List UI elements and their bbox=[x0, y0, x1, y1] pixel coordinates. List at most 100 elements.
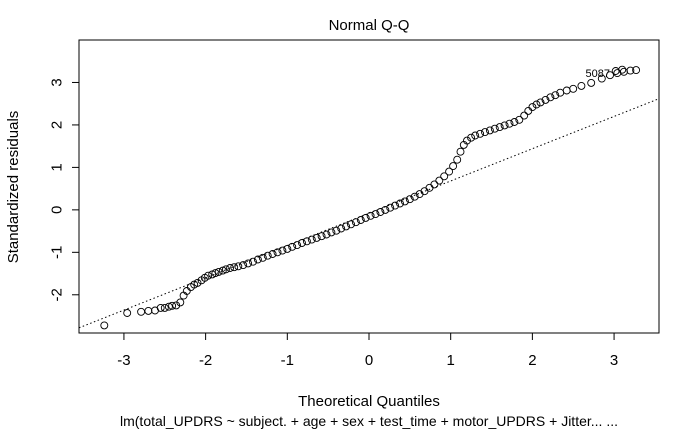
qq-point bbox=[288, 242, 297, 251]
qq-point bbox=[510, 118, 519, 126]
qq-point bbox=[160, 303, 169, 312]
qq-point bbox=[541, 95, 550, 104]
y-tick-label: 2 bbox=[49, 121, 66, 129]
qq-point bbox=[597, 74, 606, 83]
qq-point bbox=[425, 183, 434, 192]
qq-point bbox=[278, 246, 287, 255]
qq-point bbox=[332, 226, 341, 235]
qq-point bbox=[366, 211, 375, 220]
qq-point bbox=[253, 255, 262, 264]
qq-point bbox=[100, 321, 109, 330]
qq-point bbox=[391, 201, 400, 210]
points-layer bbox=[100, 65, 641, 330]
qq-point bbox=[396, 199, 404, 208]
qq-point bbox=[351, 218, 360, 227]
x-tick-label: 3 bbox=[610, 352, 618, 369]
qq-point bbox=[214, 267, 223, 276]
qq-point bbox=[123, 309, 132, 317]
qq-point bbox=[244, 259, 253, 268]
qq-point bbox=[268, 250, 277, 258]
qq-point bbox=[361, 213, 370, 222]
qq-point bbox=[211, 269, 220, 278]
qq-point bbox=[273, 248, 282, 257]
qq-point bbox=[400, 197, 409, 206]
qq-point bbox=[449, 162, 458, 171]
qq-point bbox=[298, 239, 306, 247]
qq-point bbox=[613, 69, 622, 78]
qq-point bbox=[435, 176, 444, 185]
qq-point bbox=[283, 244, 292, 253]
y-tick-label: 3 bbox=[49, 78, 66, 86]
qq-point bbox=[312, 233, 321, 242]
qq-point bbox=[546, 93, 555, 102]
qq-point bbox=[430, 180, 439, 189]
x-axis-label: Theoretical Quantiles bbox=[298, 393, 440, 410]
qq-point bbox=[239, 261, 248, 270]
qq-point bbox=[611, 67, 620, 75]
qq-point bbox=[551, 91, 560, 100]
qq-point bbox=[481, 128, 489, 137]
qq-point bbox=[327, 228, 336, 237]
x-tick-label: 2 bbox=[528, 352, 536, 369]
y-tick-label: 1 bbox=[49, 163, 66, 171]
qq-point bbox=[456, 147, 465, 156]
qq-point bbox=[405, 195, 414, 204]
x-tick-label: -3 bbox=[117, 352, 130, 369]
qq-point bbox=[524, 106, 533, 115]
qq-point bbox=[381, 205, 390, 214]
qq-point bbox=[476, 129, 485, 138]
qq-point bbox=[471, 131, 480, 140]
y-axis: -2 -1 0 1 2 3 bbox=[49, 78, 80, 301]
qq-point bbox=[144, 306, 153, 315]
qq-point bbox=[347, 220, 355, 229]
qq-point bbox=[463, 136, 471, 145]
qq-point bbox=[226, 264, 235, 272]
qq-point bbox=[410, 192, 419, 201]
qq-point bbox=[176, 298, 185, 307]
qq-point bbox=[520, 111, 529, 120]
qq-point bbox=[569, 84, 578, 93]
x-tick-label: 0 bbox=[365, 352, 373, 369]
qq-point bbox=[619, 67, 628, 76]
x-tick-label: -2 bbox=[199, 352, 212, 369]
qq-point bbox=[337, 224, 346, 233]
qq-point bbox=[485, 126, 494, 135]
y-tick-label: 0 bbox=[49, 206, 66, 214]
qq-point bbox=[222, 265, 230, 274]
x-tick-label: 1 bbox=[447, 352, 455, 369]
qq-point bbox=[193, 278, 202, 287]
qq-point bbox=[302, 237, 311, 246]
qq-point bbox=[626, 66, 635, 75]
y-tick-label: -1 bbox=[49, 246, 66, 259]
qq-point bbox=[263, 251, 272, 260]
qq-point bbox=[505, 119, 514, 128]
qq-point bbox=[386, 203, 395, 212]
qq-point bbox=[606, 71, 614, 80]
qq-point bbox=[532, 100, 541, 109]
model-subtitle: lm(total_UPDRS ~ subject. + age + sex + … bbox=[120, 413, 618, 429]
y-axis-label: Standardized residuals bbox=[5, 111, 22, 264]
qq-point bbox=[495, 123, 504, 132]
y-tick-label: -2 bbox=[49, 288, 66, 301]
point-label: 5087 bbox=[586, 68, 610, 80]
qq-point bbox=[156, 303, 165, 312]
qq-point bbox=[230, 263, 239, 272]
qq-point bbox=[371, 210, 380, 219]
qq-point bbox=[500, 121, 509, 130]
qq-point bbox=[490, 124, 499, 133]
x-tick-label: -1 bbox=[281, 352, 294, 369]
qq-point bbox=[632, 66, 641, 75]
qq-point bbox=[258, 253, 267, 262]
qq-point bbox=[376, 208, 385, 216]
qq-point bbox=[577, 81, 586, 90]
reference-line bbox=[78, 98, 660, 329]
qq-point bbox=[453, 155, 462, 164]
qq-point bbox=[249, 257, 257, 266]
qq-point bbox=[317, 232, 326, 241]
qq-point bbox=[307, 235, 316, 244]
qq-point bbox=[536, 98, 545, 107]
qq-point bbox=[172, 301, 181, 310]
qq-point bbox=[168, 301, 177, 310]
x-axis: -3 -2 -1 0 1 2 3 bbox=[117, 332, 618, 369]
